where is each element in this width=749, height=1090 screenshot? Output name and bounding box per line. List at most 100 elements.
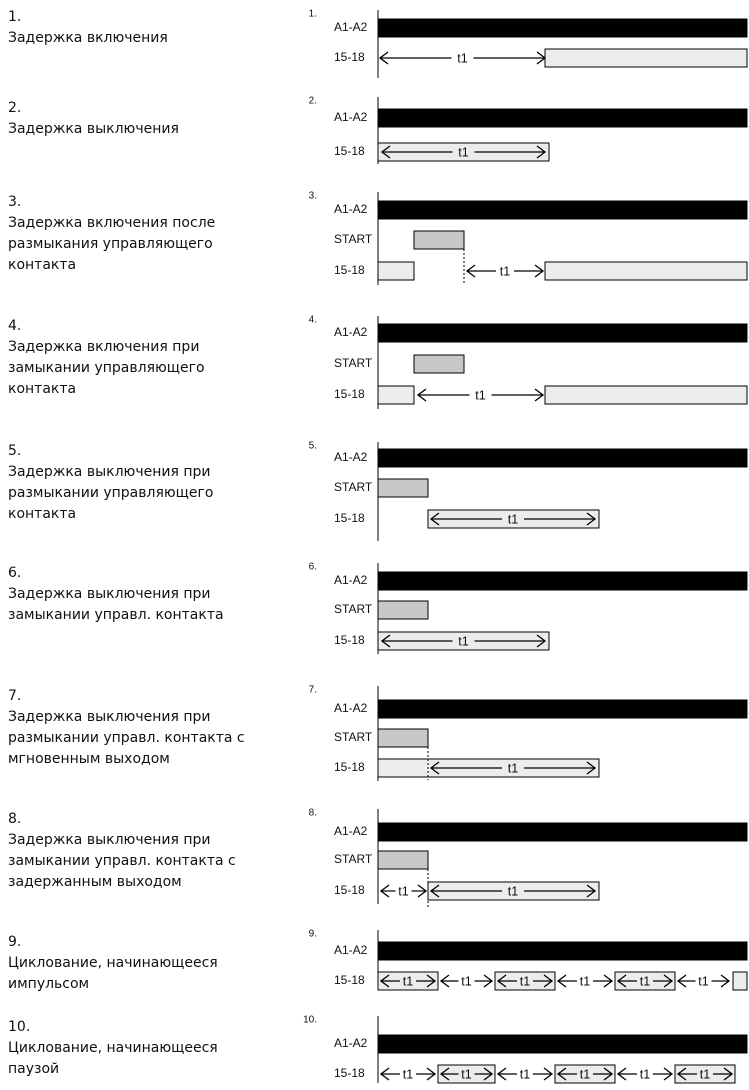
- arrow-right-icon: [663, 1067, 674, 1081]
- mode-number: 6.: [8, 565, 22, 581]
- mode-number: 8.: [8, 811, 22, 827]
- signal-label: A1-A2: [334, 202, 368, 216]
- time-label-t1: t1: [508, 884, 518, 898]
- time-label-t1: t1: [500, 264, 510, 278]
- output-bar: [544, 48, 748, 68]
- arrow-left-icon: [616, 1067, 627, 1081]
- arrow-right-icon: [483, 1067, 494, 1081]
- signal-label: 15-18: [334, 633, 365, 647]
- time-label-t1: t1: [640, 1067, 650, 1081]
- arrow-right-icon: [603, 1067, 614, 1081]
- output-bar: [427, 881, 600, 901]
- time-label-t1: t1: [640, 974, 650, 988]
- arrow-left-icon: [429, 761, 440, 775]
- time-label-t1: t1: [580, 1067, 590, 1081]
- arrow-left-icon: [380, 145, 391, 159]
- mode-text-line: мгновенным выходом: [8, 751, 170, 767]
- mode-description-2: 2. Задержка выключения: [8, 98, 300, 140]
- arrow-left-icon: [676, 974, 687, 988]
- mode-text-line: замыкании управл. контакта с: [8, 853, 236, 869]
- supply-bar: [377, 448, 748, 468]
- time-label-t1: t1: [458, 634, 468, 648]
- arrow-left-icon: [439, 974, 450, 988]
- supply-bar: [377, 822, 748, 842]
- arrow-right-icon: [543, 974, 554, 988]
- diagram-number: 5.: [309, 441, 317, 452]
- arrow-left-icon: [379, 974, 390, 988]
- output-bar: [544, 261, 748, 281]
- arrow-right-icon: [417, 884, 428, 898]
- signal-label: A1-A2: [334, 824, 368, 838]
- output-bar: [614, 971, 676, 991]
- signal-label: A1-A2: [334, 573, 368, 587]
- mode-text-line: замыкании управляющего: [8, 360, 205, 376]
- signal-label: START: [334, 852, 373, 866]
- mode-text-line: размыкания управляющего: [8, 236, 213, 252]
- diagram-number: 7.: [309, 685, 317, 696]
- mode-text-line: Задержка включения при: [8, 339, 200, 355]
- supply-bar: [377, 699, 748, 719]
- arrow-left-icon: [379, 884, 390, 898]
- time-label-t1: t1: [508, 512, 518, 526]
- mode-text-line: паузой: [8, 1061, 60, 1077]
- diagram-number: 9.: [309, 929, 317, 940]
- time-label-t1: t1: [403, 1067, 413, 1081]
- mode-text-line: Циклование, начинающееся: [8, 955, 218, 971]
- supply-bar: [377, 1034, 748, 1054]
- signal-label: 15-18: [334, 973, 365, 987]
- arrow-right-icon: [483, 974, 494, 988]
- start-bar: [377, 478, 429, 498]
- mode-text-line: контакта: [8, 381, 77, 397]
- signal-label: 15-18: [334, 387, 365, 401]
- arrow-left-icon: [379, 1067, 390, 1081]
- arrow-left-icon: [496, 1067, 507, 1081]
- mode-text-line: Задержка выключения при: [8, 709, 211, 725]
- time-label-t1: t1: [458, 145, 468, 159]
- mode-description-3: 3. Задержка включения после размыкания у…: [8, 192, 300, 276]
- signal-label: 15-18: [334, 1066, 365, 1080]
- diagram-number: 2.: [309, 96, 317, 107]
- arrow-right-icon: [586, 761, 597, 775]
- start-bar: [413, 354, 465, 374]
- output-bar: [377, 631, 550, 651]
- time-label-t1: t1: [520, 1067, 530, 1081]
- mode-description-4: 4. Задержка включения при замыкании упра…: [8, 316, 300, 400]
- mode-description-9: 9. Циклование, начинающееся импульсом: [8, 932, 300, 995]
- signal-label: A1-A2: [334, 943, 368, 957]
- time-label-t1: t1: [508, 761, 518, 775]
- diagram-number: 3.: [309, 191, 317, 202]
- output-bar: [544, 385, 748, 405]
- signal-label: START: [334, 356, 373, 370]
- supply-bar: [377, 18, 748, 38]
- arrow-left-icon: [616, 974, 627, 988]
- mode-number: 10.: [8, 1019, 31, 1035]
- time-label-t1: t1: [461, 1067, 471, 1081]
- signal-label: START: [334, 480, 373, 494]
- supply-bar: [377, 571, 748, 591]
- start-bar: [377, 600, 429, 620]
- mode-text-line: Задержка включения: [8, 30, 168, 46]
- output-bar: [377, 142, 550, 162]
- diagram-number: 8.: [309, 808, 317, 819]
- mode-number: 7.: [8, 688, 22, 704]
- supply-bar: [377, 323, 748, 343]
- time-label-t1: t1: [700, 1067, 710, 1081]
- mode-text-line: Задержка выключения при: [8, 464, 211, 480]
- supply-bar: [377, 108, 748, 128]
- arrow-right-icon: [543, 1067, 554, 1081]
- arrow-right-icon: [720, 974, 731, 988]
- time-label-t1: t1: [475, 388, 485, 402]
- signal-label: START: [334, 232, 373, 246]
- output-bar: [377, 971, 439, 991]
- mode-text-line: Задержка включения после: [8, 215, 216, 231]
- mode-text-line: размыкании управл. контакта с: [8, 730, 245, 746]
- time-label-t1: t1: [398, 884, 408, 898]
- mode-number: 4.: [8, 318, 22, 334]
- arrow-left-icon: [429, 884, 440, 898]
- mode-text-line: импульсом: [8, 976, 90, 992]
- arrow-right-icon: [536, 634, 547, 648]
- arrow-left-icon: [676, 1067, 687, 1081]
- output-bar: [494, 971, 556, 991]
- time-label-t1: t1: [520, 974, 530, 988]
